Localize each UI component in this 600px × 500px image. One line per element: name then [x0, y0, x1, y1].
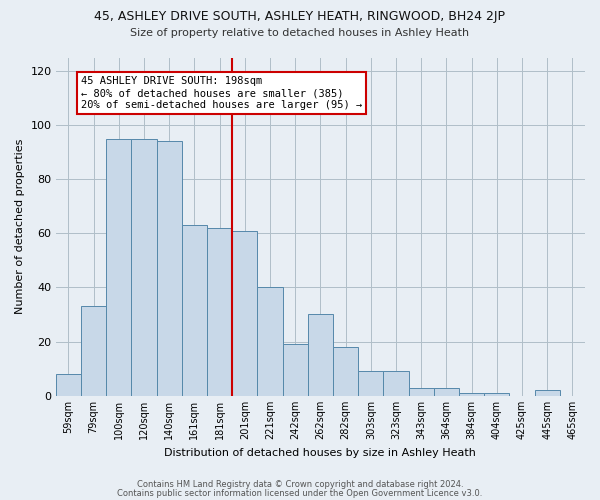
- Bar: [333, 347, 358, 396]
- Bar: [283, 344, 308, 396]
- Bar: [358, 372, 383, 396]
- Bar: [383, 372, 409, 396]
- Bar: [308, 314, 333, 396]
- Bar: [157, 142, 182, 396]
- Bar: [207, 228, 232, 396]
- Text: Contains HM Land Registry data © Crown copyright and database right 2024.: Contains HM Land Registry data © Crown c…: [137, 480, 463, 489]
- Bar: [484, 393, 509, 396]
- Bar: [131, 138, 157, 396]
- Bar: [535, 390, 560, 396]
- Y-axis label: Number of detached properties: Number of detached properties: [15, 139, 25, 314]
- Text: Size of property relative to detached houses in Ashley Heath: Size of property relative to detached ho…: [130, 28, 470, 38]
- Text: 45, ASHLEY DRIVE SOUTH, ASHLEY HEATH, RINGWOOD, BH24 2JP: 45, ASHLEY DRIVE SOUTH, ASHLEY HEATH, RI…: [95, 10, 505, 23]
- Bar: [409, 388, 434, 396]
- Bar: [56, 374, 81, 396]
- Bar: [232, 230, 257, 396]
- Text: 45 ASHLEY DRIVE SOUTH: 198sqm
← 80% of detached houses are smaller (385)
20% of : 45 ASHLEY DRIVE SOUTH: 198sqm ← 80% of d…: [81, 76, 362, 110]
- Bar: [182, 225, 207, 396]
- Bar: [106, 138, 131, 396]
- Bar: [81, 306, 106, 396]
- Bar: [257, 288, 283, 396]
- Text: Contains public sector information licensed under the Open Government Licence v3: Contains public sector information licen…: [118, 488, 482, 498]
- X-axis label: Distribution of detached houses by size in Ashley Heath: Distribution of detached houses by size …: [164, 448, 476, 458]
- Bar: [434, 388, 459, 396]
- Bar: [459, 393, 484, 396]
